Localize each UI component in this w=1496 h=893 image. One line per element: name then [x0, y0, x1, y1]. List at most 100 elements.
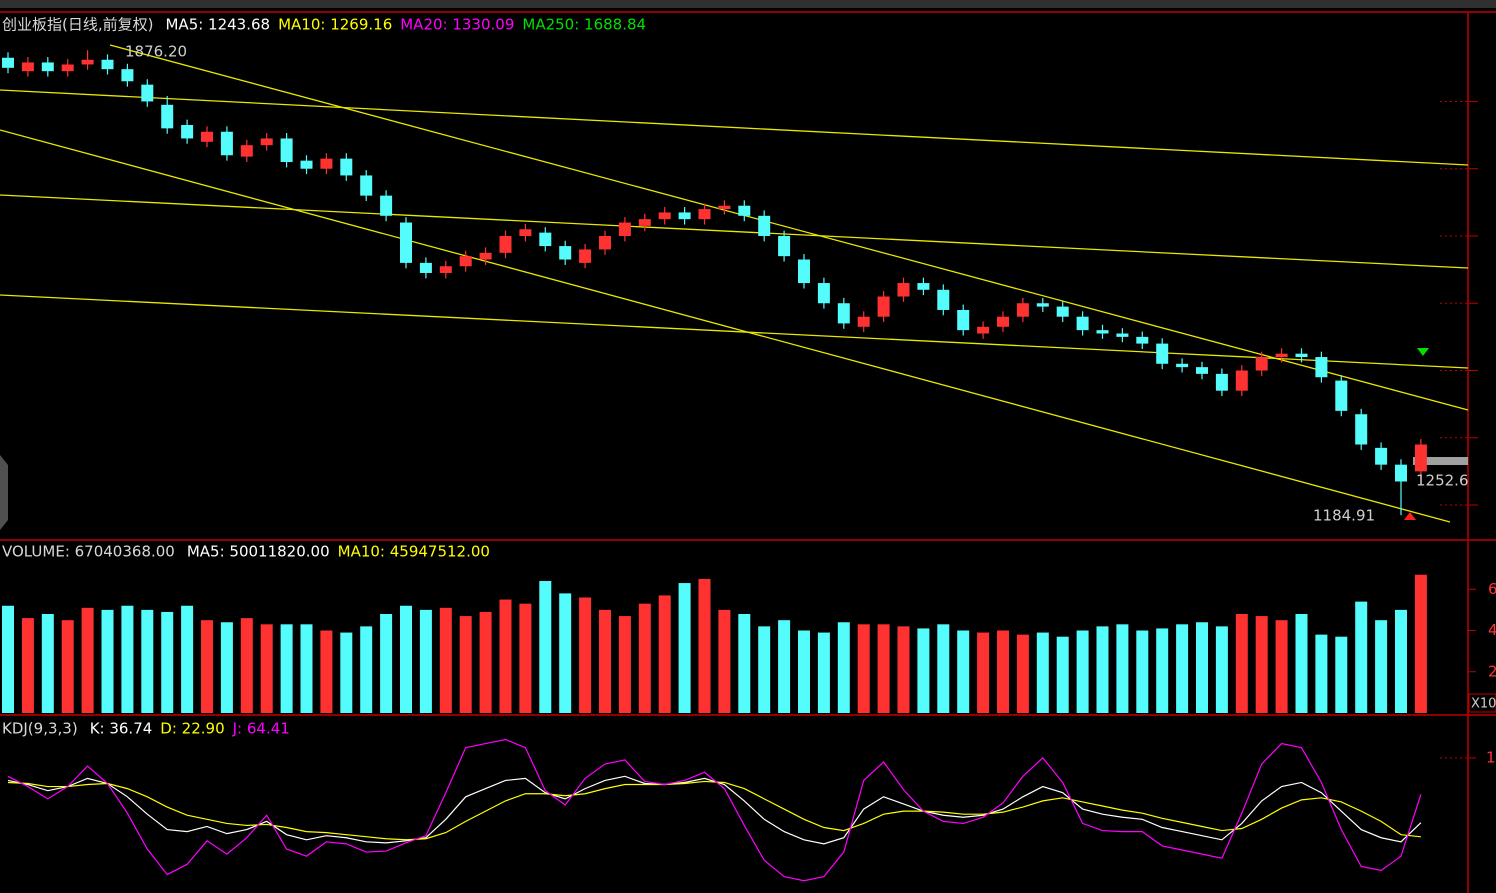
volume-bar [1096, 626, 1109, 713]
volume-bar [1016, 634, 1029, 713]
volume-bar [1176, 624, 1189, 713]
candle-body [738, 205, 751, 216]
candle-body [380, 195, 393, 216]
candle-body [857, 316, 870, 327]
candle-body [519, 229, 532, 236]
volume-bar [360, 626, 373, 713]
unit-label: X10 [1471, 697, 1496, 712]
volume-bar [300, 624, 313, 713]
legend-entry: MA20: 1330.09 [400, 16, 514, 34]
volume-bar [678, 583, 691, 713]
volume-bar [758, 626, 771, 713]
volume-bar [1116, 624, 1129, 713]
candle-body [320, 158, 333, 169]
volume-bar [400, 605, 412, 713]
volume-bar [81, 607, 94, 713]
volume-bar [499, 599, 512, 713]
candle-body [917, 283, 930, 290]
candle-body [957, 309, 970, 331]
candle-body [599, 235, 611, 250]
candle-body [141, 84, 154, 102]
candle-body [1156, 343, 1169, 364]
volume-bar [718, 609, 731, 713]
side-handle [0, 455, 8, 530]
candle-body [41, 62, 54, 72]
candle-body [638, 219, 651, 226]
volume-bar [459, 616, 472, 713]
candle-body [1056, 306, 1069, 317]
volume-bar [41, 614, 54, 713]
candle-body [1136, 336, 1149, 344]
candle-body [400, 222, 412, 263]
candle-body [220, 131, 233, 156]
volume-bar [1395, 609, 1407, 713]
volume-bar [260, 624, 273, 713]
high-label: 1876.20 [125, 43, 187, 61]
candle-body [698, 209, 711, 220]
volume-bar [280, 624, 293, 713]
price-label: 1252.6 [1416, 472, 1469, 490]
volume-bar [419, 609, 432, 713]
candle-body [817, 283, 830, 304]
candle-body [1116, 333, 1129, 337]
volume-bar [1375, 620, 1388, 713]
kdj-line [7, 780, 1421, 841]
trend-line [109, 44, 1469, 411]
volume-bar [1414, 574, 1427, 713]
candle-body [280, 138, 293, 162]
y-tick-label: 2 [1488, 662, 1496, 680]
y-tick-label: 1 [1486, 748, 1496, 766]
candle-body [1036, 303, 1049, 307]
candle-body [459, 256, 472, 267]
volume-bar [201, 620, 213, 713]
candle-body [937, 289, 950, 310]
candle-body [718, 205, 731, 210]
candle-body [439, 266, 452, 273]
candle-body [618, 222, 631, 236]
candle-body [837, 303, 850, 324]
candle-body [1295, 353, 1308, 358]
volume-bar [1076, 630, 1089, 713]
volume-bar [320, 630, 333, 713]
candle-body [897, 283, 910, 297]
candle-body [1375, 447, 1388, 465]
legend-entry: D: 22.90 [160, 720, 224, 738]
trend-line [0, 194, 1469, 269]
candle-body [1275, 353, 1288, 358]
volume-bar [380, 614, 393, 713]
y-tick-label: 4 [1488, 621, 1496, 639]
menu-bar [0, 0, 1496, 8]
candle-body [181, 124, 194, 139]
volume-bar [618, 616, 631, 713]
candle-body [121, 69, 134, 82]
volume-bar [161, 611, 174, 713]
volume-bar [897, 626, 910, 713]
volume-bar [1235, 614, 1248, 713]
candle-body [2, 57, 14, 68]
candle-body [419, 262, 432, 273]
candle-body [778, 235, 791, 257]
legend-entry: MA10: 1269.16 [278, 16, 392, 34]
candle-body [360, 175, 373, 196]
candle-body [877, 296, 890, 317]
volume-bar [1156, 628, 1169, 713]
trend-line [0, 294, 1469, 369]
trend-line [0, 89, 1469, 166]
volume-bar [837, 622, 850, 713]
candle-body [559, 246, 572, 260]
candle-body [1076, 316, 1089, 331]
candle-body [1176, 363, 1189, 368]
volume-bar [539, 581, 552, 713]
legend-entry: MA5: 1243.68 [165, 16, 270, 34]
volume-bar [798, 630, 810, 713]
low-label: 1184.91 [1313, 507, 1375, 525]
volume-bar [101, 609, 114, 713]
candle-body [101, 59, 114, 70]
volume-bar [778, 620, 791, 713]
volume-bar [977, 632, 990, 713]
volume-bar [559, 593, 572, 713]
volume-bar [220, 622, 233, 713]
volume-bar [121, 605, 134, 713]
